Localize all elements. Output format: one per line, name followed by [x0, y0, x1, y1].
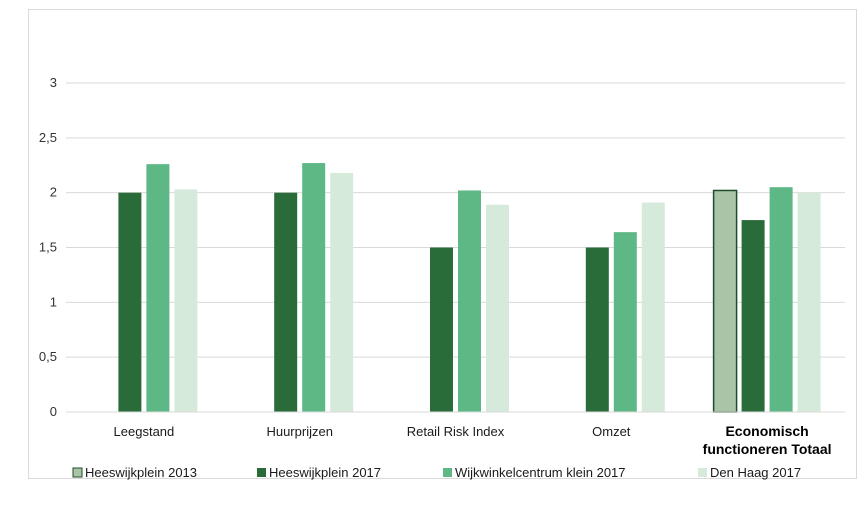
bar: [146, 164, 170, 412]
x-tick-label-line: Huurprijzen: [266, 424, 332, 439]
x-tick-label-line: functioneren Totaal: [703, 441, 832, 457]
bar: [118, 192, 142, 412]
legend-label: Heeswijkplein 2017: [269, 465, 381, 480]
bar: [486, 204, 509, 412]
x-tick-label: Economisch functioneren Totaal: [703, 423, 832, 457]
x-tick-label-line: Retail Risk Index: [407, 424, 505, 439]
legend-swatch: [443, 468, 452, 477]
legend-swatch: [698, 468, 707, 477]
bar: [174, 189, 198, 412]
bar: [641, 202, 665, 412]
y-tick-label: 1,5: [39, 240, 57, 255]
x-tick-label-line: Omzet: [592, 424, 631, 439]
y-tick-label: 0: [50, 404, 57, 419]
bar: [741, 220, 765, 412]
bar: [769, 187, 793, 412]
bar: [613, 232, 637, 412]
y-tick-label: 2,5: [39, 130, 57, 145]
x-axis-labels: Leegstand Huurprijzen Retail Risk Index Omz…: [114, 423, 832, 457]
x-tick-label: Huurprijzen: [266, 424, 332, 439]
y-tick-label: 0,5: [39, 349, 57, 364]
y-tick-label: 2: [50, 185, 57, 200]
legend-label: Den Haag 2017: [710, 465, 801, 480]
bar: [797, 192, 821, 412]
legend: Heeswijkplein 2013 Heeswijkplein 2017 Wijk…: [72, 465, 801, 480]
bar: [302, 163, 326, 412]
bar: [458, 190, 481, 412]
x-tick-label: Omzet: [592, 424, 631, 439]
y-tick-label: 1: [50, 294, 57, 309]
bars: [118, 163, 821, 413]
legend-swatch: [257, 468, 266, 477]
bar: [585, 247, 609, 412]
legend-label: Wijkwinkelcentrum klein 2017: [455, 465, 626, 480]
x-tick-label-line: Leegstand: [114, 424, 175, 439]
bar: [274, 192, 298, 412]
bar: [430, 247, 453, 412]
x-tick-label: Retail Risk Index: [407, 424, 505, 439]
x-tick-label: Leegstand: [114, 424, 175, 439]
bar: [712, 189, 738, 413]
y-axis-ticks: 0 0,5 1 1,5 2 2,5 3: [39, 75, 57, 419]
legend-label: Heeswijkplein 2013: [85, 465, 197, 480]
bar: [330, 172, 354, 412]
x-tick-label-line: Economisch: [725, 423, 808, 439]
y-tick-label: 3: [50, 75, 57, 90]
legend-swatch: [72, 467, 83, 478]
